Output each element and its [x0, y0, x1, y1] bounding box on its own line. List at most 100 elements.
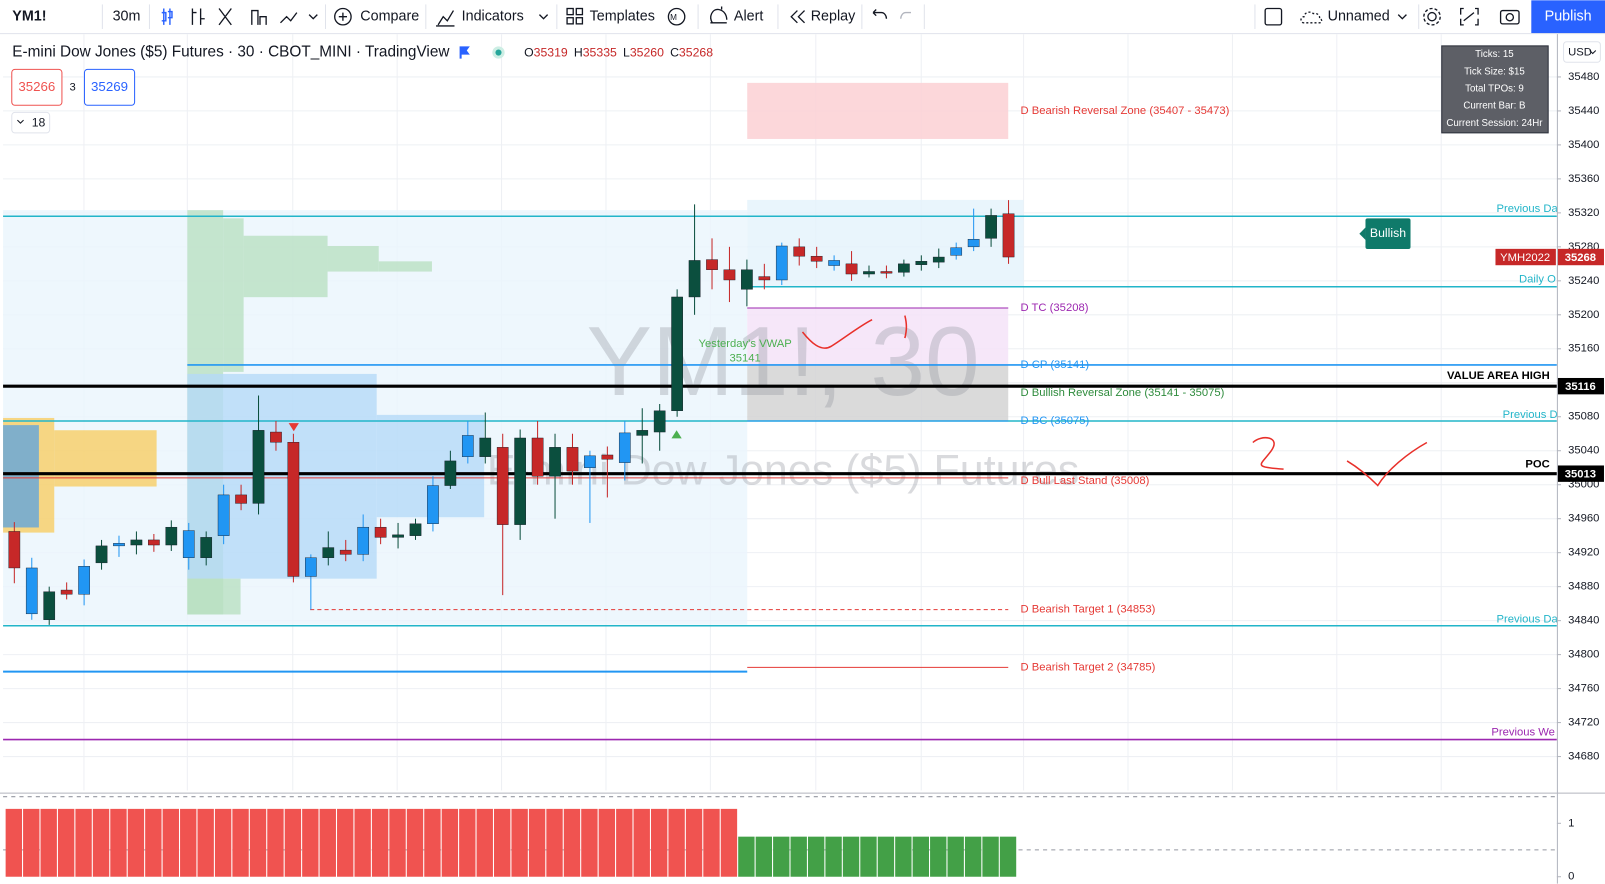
level-label: D Bearish Target 1 (34853)	[1021, 604, 1156, 616]
publish-bg[interactable]	[1531, 0, 1605, 34]
candle-body	[287, 442, 300, 577]
y-tick-label: 35040	[1568, 445, 1599, 457]
y-tick-label: 34800	[1568, 649, 1599, 661]
candle-body	[584, 455, 596, 468]
candle-body	[200, 537, 213, 558]
histogram-bar	[650, 808, 668, 877]
candle-body	[339, 549, 352, 555]
chart-area: D Bearish Reversal Zone (35407 - 35473) D…	[3, 34, 1558, 791]
histogram-bar	[825, 836, 842, 877]
currency[interactable]: USD	[1568, 46, 1592, 58]
histogram-bar	[424, 808, 441, 877]
tpo-info-line: Total TPOs: 9	[1465, 84, 1524, 95]
layout-name[interactable]: Unnamed	[1328, 8, 1390, 24]
histogram-bar	[75, 808, 92, 877]
session-backgrounds	[3, 199, 1024, 625]
candle-body	[252, 430, 265, 504]
candle-body	[932, 256, 945, 263]
candle-body	[653, 410, 666, 433]
candle-body	[270, 431, 282, 443]
level-label: D Bull Last Stand (35008)	[1021, 475, 1150, 487]
level-label: Previous Da	[1496, 614, 1558, 626]
templates-button[interactable]: Templates	[590, 8, 655, 24]
histogram-bar	[755, 836, 773, 877]
legend: E-mini Dow Jones ($5) Futures · 30 · CBO…	[11, 44, 713, 134]
candle-body	[514, 437, 526, 525]
histogram-bar	[860, 836, 877, 877]
vwap-label: Yesterday's VWAP	[699, 338, 792, 350]
candle-body	[915, 261, 928, 265]
candle-body	[8, 531, 21, 569]
tpo-box	[1441, 45, 1549, 134]
histogram-bar	[895, 836, 912, 877]
histogram-bar	[92, 808, 110, 877]
level-label: D TC (35208)	[1021, 302, 1089, 314]
compare-button[interactable]: Compare	[360, 8, 419, 24]
chart-type-icons[interactable]	[161, 8, 173, 25]
level-label: D CP (35141)	[1021, 359, 1090, 371]
histogram-bar	[40, 808, 57, 877]
candle-body	[723, 269, 736, 281]
candle-body	[741, 269, 753, 290]
tpo-info-line: Current Session: 24Hr	[1446, 118, 1543, 129]
candle-body	[967, 238, 980, 248]
histogram-bar	[494, 808, 511, 877]
histogram-bar	[249, 808, 267, 877]
zone-label: D Bearish Reversal Zone (35407 - 35473)	[1021, 105, 1230, 117]
candle-body	[461, 435, 474, 457]
histogram-bar	[145, 808, 162, 877]
symbol-search[interactable]: YM1!	[12, 8, 46, 24]
interval-button[interactable]: 30m	[113, 8, 141, 24]
tool-icons[interactable]	[191, 6, 1520, 27]
signal-label: Bullish	[1370, 226, 1406, 240]
toolbar-bg	[0, 0, 1605, 34]
histogram-bar	[5, 808, 23, 877]
indicator-pane: 01	[0, 792, 1605, 883]
y-tick-label: 34720	[1568, 717, 1599, 729]
histogram-bar	[616, 808, 633, 877]
sell-signal-marker	[288, 423, 299, 432]
candle-body	[671, 296, 683, 412]
replay-button[interactable]: Replay	[811, 8, 856, 24]
flag-icon	[459, 46, 470, 59]
indicators-button[interactable]: Indicators	[462, 8, 524, 24]
tpo-info-line: Tick Size: $15	[1464, 66, 1525, 77]
histogram-bar	[110, 808, 127, 877]
indicators-count[interactable]: 18	[32, 115, 46, 129]
ask-price[interactable]: 35269	[91, 79, 128, 94]
histogram-bar	[57, 808, 75, 877]
buy-button[interactable]	[83, 68, 136, 106]
levels: Previous Da Daily O D TC (35208) D CP (3514…	[3, 203, 1558, 741]
symbol-badge-label: YMH2022	[1500, 252, 1550, 264]
histogram-bar	[982, 836, 999, 877]
sell-button[interactable]	[11, 68, 63, 106]
vwap-value: 35141	[730, 353, 761, 365]
bid-price[interactable]: 35266	[18, 79, 55, 94]
histogram-bar	[389, 808, 406, 877]
publish-button[interactable]: Publish	[1545, 8, 1592, 24]
histogram-bar	[197, 808, 214, 877]
histogram-bar	[964, 836, 982, 877]
histogram-bar	[842, 836, 860, 877]
candle-body	[235, 494, 247, 504]
y-tick-label: 34880	[1568, 581, 1599, 593]
watermark-name: E-mini Dow Jones ($5) Futures	[487, 447, 1079, 495]
alert-button[interactable]: Alert	[734, 8, 763, 24]
candle-body	[148, 539, 160, 546]
ohlc-label: H	[574, 46, 583, 60]
histogram-bar	[302, 808, 319, 877]
y-tick-label: 35400	[1568, 139, 1599, 151]
chevron	[17, 119, 24, 124]
histogram-bar	[284, 808, 302, 877]
candle-body	[985, 215, 997, 239]
currency-box[interactable]	[1563, 41, 1601, 63]
candle-body	[950, 247, 963, 256]
level-label: D BC (35075)	[1021, 415, 1090, 427]
candle-body	[775, 245, 788, 281]
chevron	[1589, 50, 1597, 55]
candle-body	[25, 567, 38, 615]
indicators-toggle[interactable]	[11, 111, 51, 134]
candle-body	[113, 543, 125, 547]
candle-body	[165, 526, 178, 546]
